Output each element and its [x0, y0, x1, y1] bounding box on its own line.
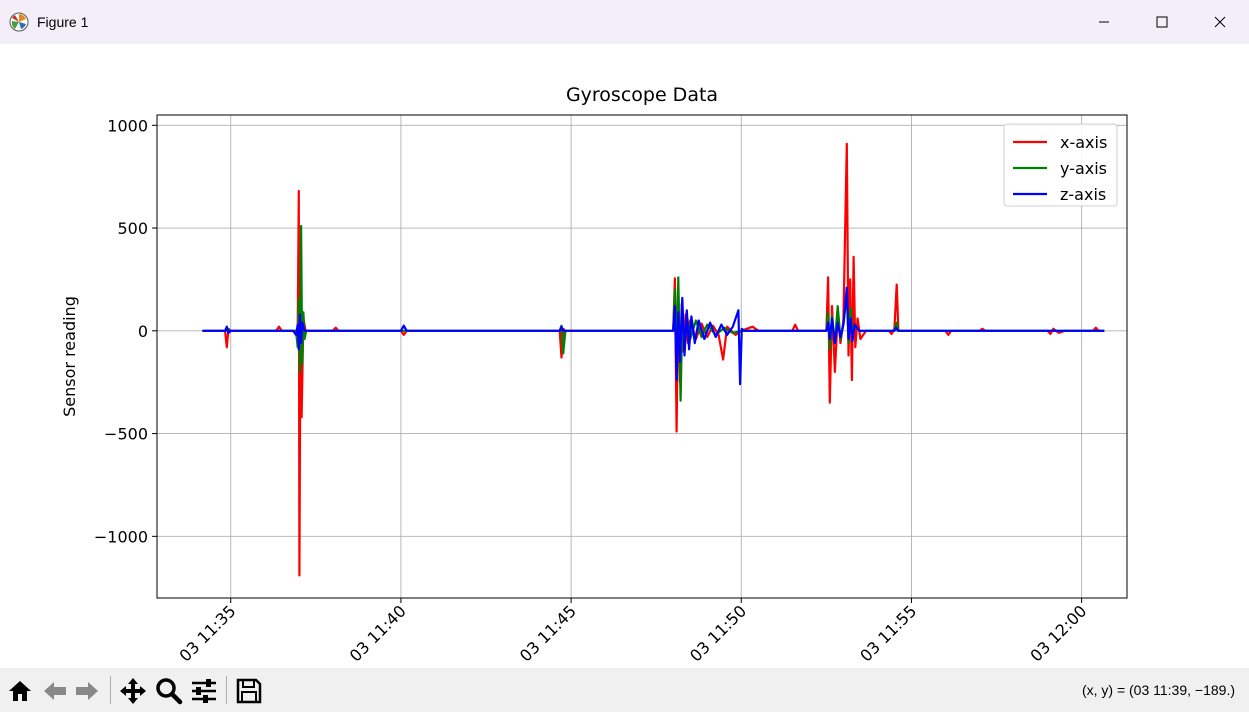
x-tick-label: 03 11:45	[516, 601, 580, 665]
legend-box	[1003, 123, 1118, 207]
series-line-y-axis	[202, 224, 1105, 402]
chart-title: Gyroscope Data	[566, 84, 718, 106]
save-icon	[236, 678, 262, 704]
coordinate-readout: (x, y) = (03 11:39, −189.)	[1081, 682, 1235, 698]
figure-canvas[interactable]: 03 11:35 03 11:40 03 11:45 03 11:50 03 11:55…	[0, 44, 1249, 668]
minimize-icon	[1099, 21, 1109, 23]
home-button[interactable]	[5, 676, 35, 706]
navigation-toolbar: (x, y) = (03 11:39, −189.)	[0, 668, 1249, 712]
close-button[interactable]	[1191, 0, 1249, 44]
gyroscope-chart: 03 11:35 03 11:40 03 11:45 03 11:50 03 11:55…	[60, 84, 1128, 665]
legend-label-x-axis: x-axis	[1060, 133, 1107, 152]
back-arrow-icon	[44, 682, 66, 700]
save-button[interactable]	[234, 676, 264, 706]
y-tick-label: 1000	[107, 116, 148, 135]
y-axis-label: Sensor reading	[60, 296, 79, 417]
window-titlebar: Figure 1	[0, 0, 1249, 44]
zoom-button[interactable]	[154, 676, 184, 706]
matplotlib-logo-icon	[9, 12, 29, 32]
x-tick-label: 03 11:40	[346, 601, 410, 665]
y-tick-label: 500	[117, 219, 148, 238]
y-tick-label: −1000	[94, 527, 148, 546]
close-icon	[1214, 16, 1226, 28]
y-tick-label: 0	[138, 322, 148, 341]
x-tick-label: 03 11:35	[176, 601, 240, 665]
forward-arrow-icon	[76, 682, 98, 700]
maximize-button[interactable]	[1133, 0, 1191, 44]
configure-subplots-button[interactable]	[189, 676, 219, 706]
series-line-z-axis	[202, 286, 1105, 386]
configure-subplots-icon	[192, 679, 216, 703]
maximize-icon	[1156, 16, 1168, 28]
back-button[interactable]	[40, 676, 70, 706]
series-line-x-axis	[202, 142, 1105, 577]
axes-frame	[156, 114, 1128, 599]
pan-button[interactable]	[118, 676, 148, 706]
pan-icon	[120, 678, 146, 704]
x-tick-label: 03 11:55	[856, 601, 920, 665]
legend-label-y-axis: y-axis	[1060, 159, 1107, 178]
forward-button[interactable]	[72, 676, 102, 706]
y-tick-label: −500	[104, 425, 148, 444]
legend-label-z-axis: z-axis	[1060, 185, 1106, 204]
toolbar-separator	[226, 676, 227, 704]
minimize-button[interactable]	[1075, 0, 1133, 44]
zoom-icon	[156, 678, 183, 705]
home-icon	[9, 681, 31, 701]
x-tick-label: 03 11:50	[686, 601, 750, 665]
toolbar-separator	[110, 676, 111, 704]
x-tick-label: 03 12:00	[1026, 601, 1090, 665]
window-title: Figure 1	[37, 14, 89, 30]
